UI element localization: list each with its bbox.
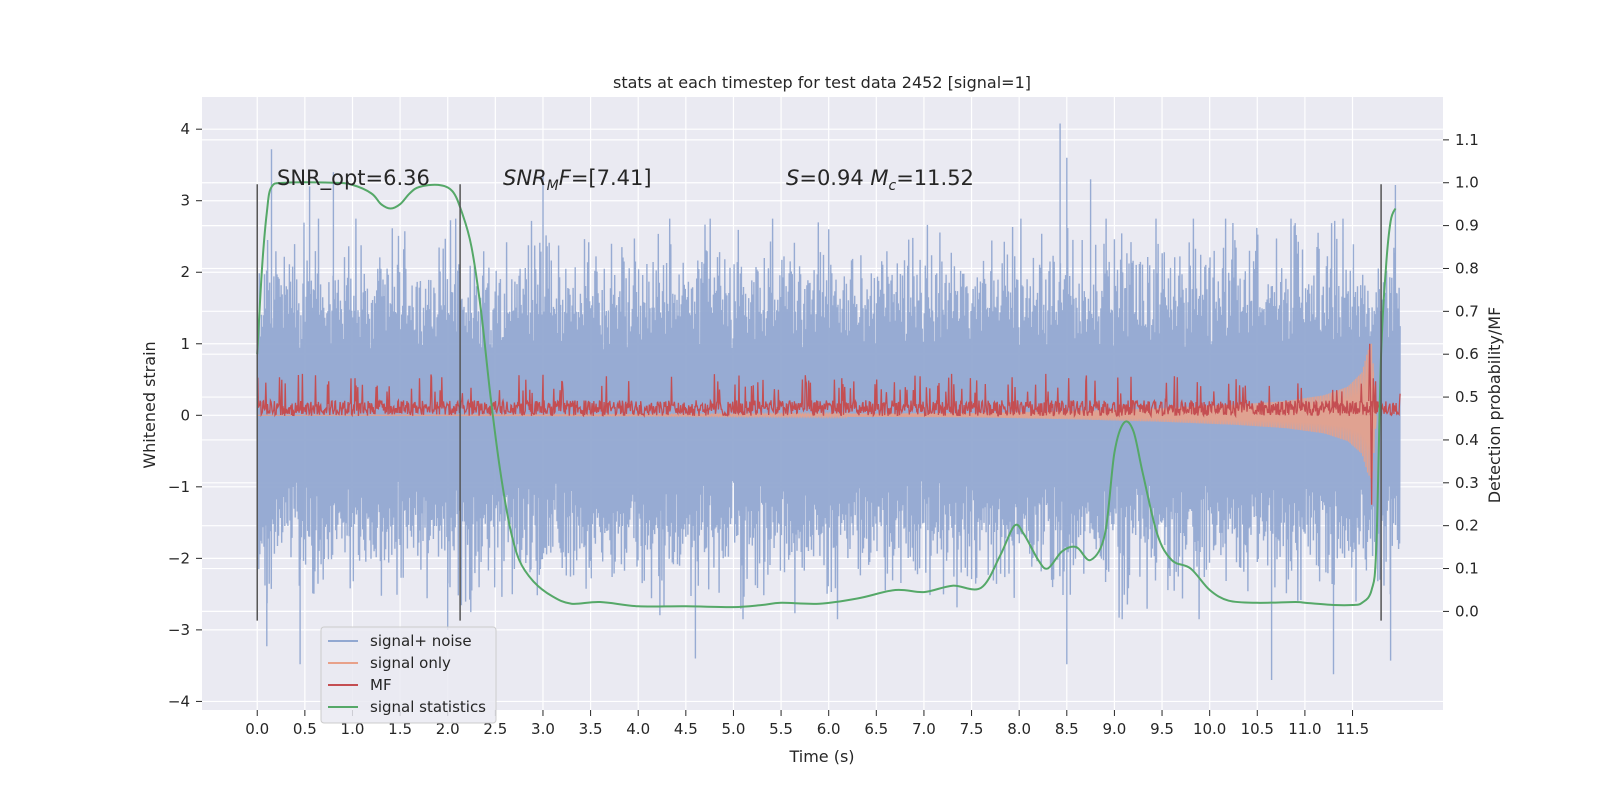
y-right-tick-label: 0.7 [1455,302,1479,320]
y-axis-label: Whitened strain [140,341,159,468]
x-tick-label: 0.5 [293,720,317,738]
plot-series [256,123,1401,680]
annotation-snr-opt: SNR_opt=6.36 [277,166,430,191]
legend-label-signal-only: signal only [370,654,451,672]
y-tick-label: −3 [168,621,190,639]
x-tick-label: 11.5 [1336,720,1369,738]
x-tick-label: 6.0 [817,720,841,738]
x-tick-label: 5.0 [722,720,746,738]
x-tick-label: 4.5 [674,720,698,738]
y-tick-label: −2 [168,549,190,567]
x-tick-label: 6.5 [864,720,888,738]
y-tick-label: 3 [180,192,190,210]
y-right-tick-label: 0.6 [1455,345,1479,363]
vertical-lines [256,184,1382,621]
legend-label-signal-statistics: signal statistics [370,698,486,716]
chart-title: stats at each timestep for test data 245… [613,73,1031,92]
x-tick-label: 5.5 [769,720,793,738]
y-right-tick-label: 0.1 [1455,560,1479,578]
y-right-tick-label: 0.0 [1455,602,1479,620]
x-tick-label: 8.0 [1007,720,1031,738]
x-tick-label: 9.0 [1102,720,1126,738]
series-signal-noise [256,123,1401,680]
y-right-tick-label: 0.8 [1455,259,1479,277]
x-tick-label: 2.0 [436,720,460,738]
y-tick-label: 2 [180,263,190,281]
y-right-tick-label: 0.3 [1455,474,1479,492]
x-tick-label: 7.0 [912,720,936,738]
y-tick-label: −1 [168,478,190,496]
x-tick-label: 1.0 [341,720,365,738]
y-right-tick-label: 0.9 [1455,217,1479,235]
legend: signal+ noise signal only MF signal stat… [320,626,497,724]
x-tick-label: 2.5 [483,720,507,738]
y-right-tick-label: 0.4 [1455,431,1479,449]
annotation-snr-mf: SNRMF=[7.41] [503,166,652,194]
y-right-tick-label: 1.0 [1455,174,1479,192]
y-tick-label: −4 [168,692,190,710]
x-tick-label: 10.5 [1241,720,1274,738]
legend-box [320,626,497,724]
x-tick-label: 3.5 [579,720,603,738]
y-tick-label: 1 [180,335,190,353]
y-tick-label: 4 [180,120,190,138]
y-tick-label: 0 [180,406,190,424]
axes: 0.0 0.5 1.0 1.5 2.0 2.5 3.0 3.5 4.0 4.5 5.0 5.5 6.0 6… [168,120,1479,738]
x-axis-label: Time (s) [788,747,854,766]
x-tick-label: 8.5 [1055,720,1079,738]
x-tick-label: 3.0 [531,720,555,738]
y-right-tick-label: 0.2 [1455,517,1479,535]
y-right-tick-label: 0.5 [1455,388,1479,406]
y-axis-right-label: Detection probability/MF [1485,307,1504,504]
x-tick-label: 10.0 [1193,720,1226,738]
x-tick-label: 9.5 [1150,720,1174,738]
annotations: SNR_opt=6.36 SNRMF=[7.41] S=0.94 Mc=11.5… [277,166,974,194]
legend-label-signal-noise: signal+ noise [370,632,472,650]
legend-label-mf: MF [370,676,392,694]
x-tick-label: 0.0 [245,720,269,738]
y-right-tick-label: 1.1 [1455,131,1479,149]
x-tick-label: 4.0 [626,720,650,738]
series-signal-statistics [256,181,1397,609]
annotation-s-mc: S=0.94 Mc=11.52 [786,166,974,194]
x-tick-label: 7.5 [960,720,984,738]
series-mf [256,343,1401,505]
x-tick-label: 1.5 [388,720,412,738]
x-tick-label: 11.0 [1288,720,1321,738]
